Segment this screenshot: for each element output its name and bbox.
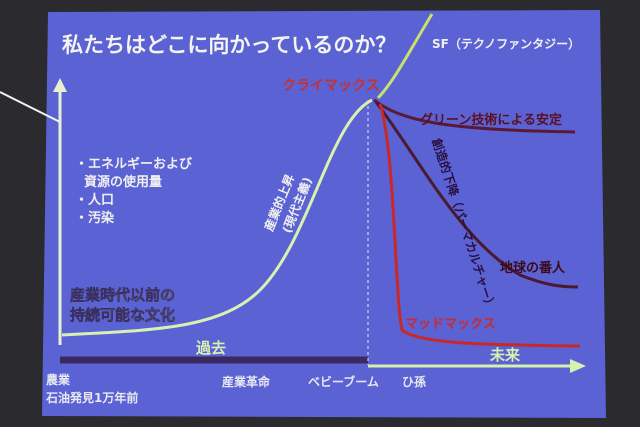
timeline-label: 農業	[46, 372, 71, 387]
axis-item: ・人口	[75, 192, 114, 208]
madmax-label: マッドマックス	[405, 317, 496, 332]
climax-label: クライマックス	[282, 78, 380, 94]
future-label: 未来	[489, 346, 521, 364]
guardian-label: 地球の番人	[500, 260, 566, 276]
green-label: グリーン技術による安定	[420, 112, 562, 128]
rise-curve	[61, 98, 373, 337]
sf-curve	[376, 13, 434, 100]
descent-curve	[374, 101, 579, 289]
pre-label: 持続可能な文化	[70, 306, 175, 324]
y-axis-arrow	[53, 78, 67, 92]
slide	[42, 10, 606, 418]
timeline-label: 産業革命	[222, 374, 271, 389]
timeline-label: ひ孫	[402, 374, 426, 389]
past-label: 過去	[195, 339, 226, 357]
axis-item: ・エネルギーおよび	[75, 156, 193, 172]
axis-item: 資源の使用量	[84, 174, 162, 190]
pre-label: 産業時代以前の	[70, 286, 175, 304]
timeline-label: 石油発見1万年前	[45, 390, 138, 405]
future-arrow	[570, 359, 586, 373]
pointer-beam	[0, 91, 61, 123]
green-curve	[373, 98, 576, 134]
madmax-curve	[378, 103, 581, 348]
title: 私たちはどこに向かっているのか？	[62, 33, 396, 57]
timeline-label: ベビーブーム	[308, 374, 379, 389]
sf-label: SF（テクノファンタジー）	[432, 36, 580, 51]
axis-item: ・汚染	[75, 210, 115, 226]
